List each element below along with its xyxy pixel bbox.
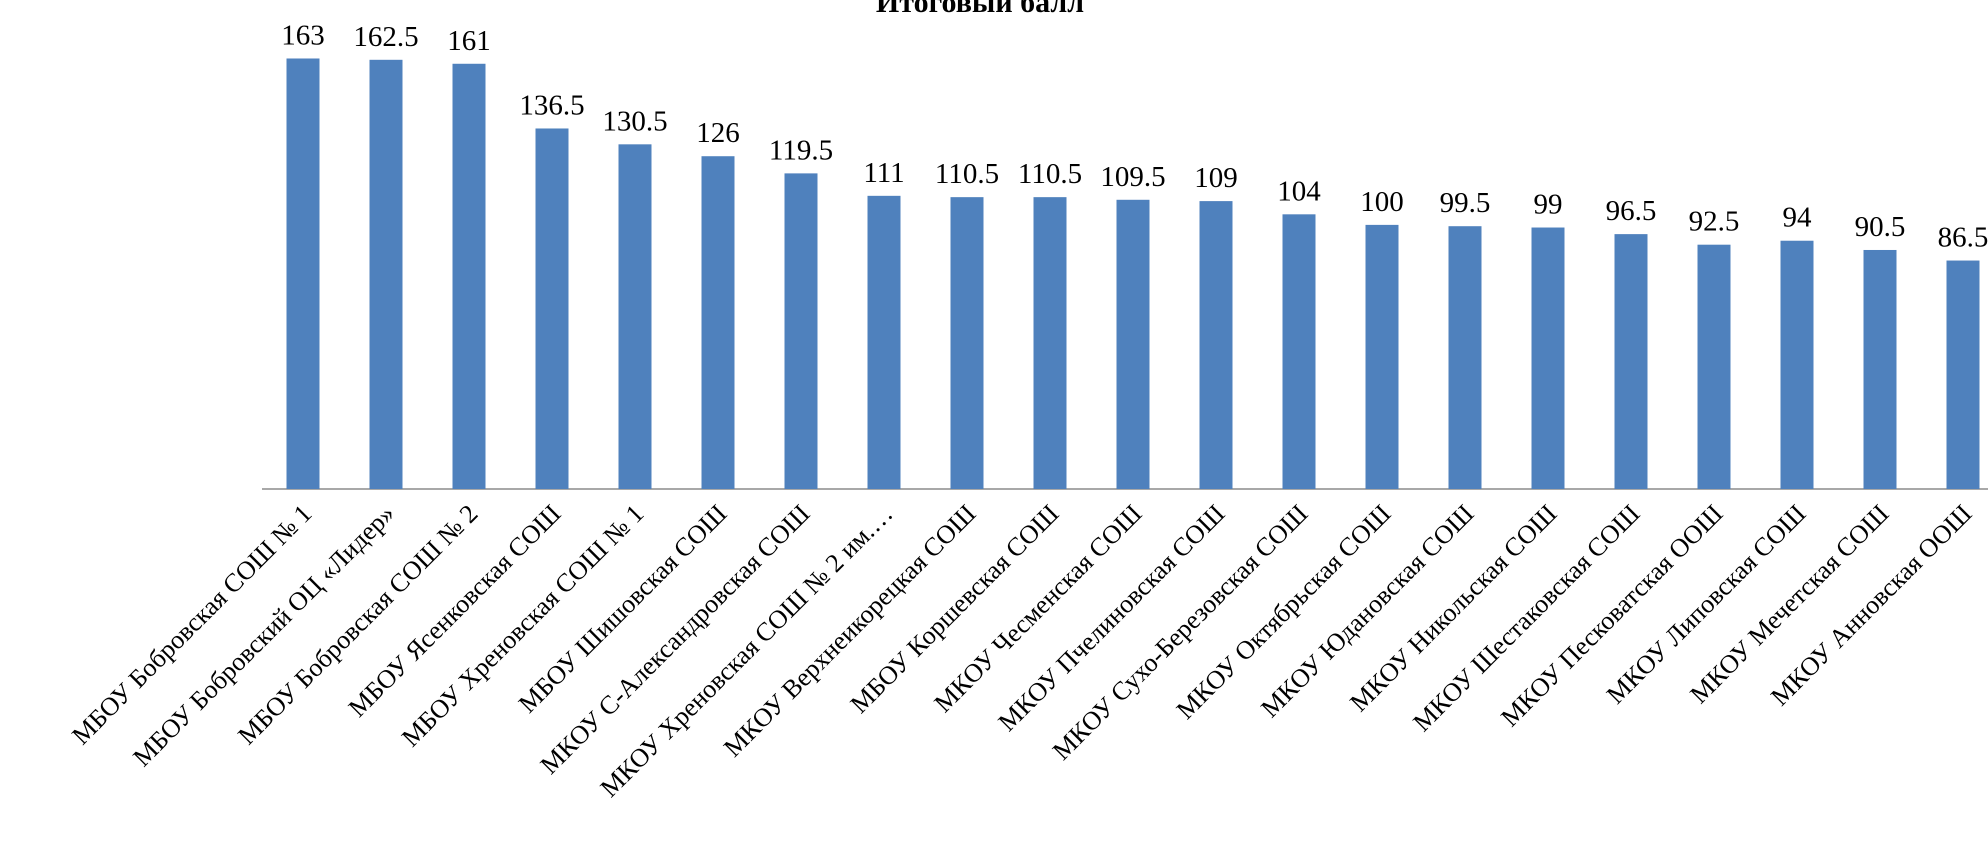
bar-12 [1199, 201, 1233, 490]
bar-5 [618, 144, 652, 489]
data-label-5: 130.5 [602, 105, 667, 137]
data-label-8: 111 [863, 157, 904, 189]
bar-14 [1365, 224, 1399, 489]
bar-19 [1780, 240, 1814, 489]
data-label-3: 161 [447, 25, 491, 57]
data-label-15: 99.5 [1440, 187, 1491, 219]
bar-8 [867, 195, 901, 489]
category-label-8: МКОУ Хреновская СОШ № 2 им.… [595, 499, 899, 803]
data-labels-group: 163 162.5 161 136.5 130.5 126 119.5 111 110.5 110… [281, 19, 1988, 253]
chart-title: Итоговый балл [876, 0, 1084, 19]
data-label-2: 162.5 [353, 21, 418, 53]
bar-3 [452, 63, 486, 489]
data-label-13: 104 [1277, 175, 1321, 207]
bar-7 [784, 173, 818, 490]
data-label-7: 119.5 [769, 134, 833, 166]
bar-16 [1531, 227, 1565, 489]
data-label-20: 90.5 [1855, 211, 1906, 243]
bar-21 [1946, 260, 1980, 489]
bar-10 [1033, 197, 1067, 489]
data-label-12: 109 [1194, 162, 1238, 194]
data-label-4: 136.5 [519, 89, 584, 121]
bar-6 [701, 156, 735, 489]
bar-17 [1614, 234, 1648, 489]
data-label-18: 92.5 [1689, 206, 1740, 238]
bar-9 [950, 197, 984, 489]
bar-11 [1116, 199, 1150, 489]
data-label-1: 163 [281, 19, 325, 51]
data-label-19: 94 [1783, 202, 1813, 234]
bar-13 [1282, 214, 1316, 490]
data-label-6: 126 [696, 117, 740, 149]
bar-20 [1863, 249, 1897, 489]
data-label-14: 100 [1360, 186, 1404, 218]
data-label-11: 109.5 [1100, 161, 1165, 193]
data-label-21: 86.5 [1938, 222, 1988, 254]
bar-18 [1697, 244, 1731, 489]
bars-group [286, 58, 1980, 490]
bar-1 [286, 58, 320, 490]
data-label-10: 110.5 [1018, 158, 1082, 190]
data-label-16: 99 [1534, 189, 1563, 221]
bar-4 [535, 128, 569, 489]
data-label-9: 110.5 [935, 158, 999, 190]
data-label-17: 96.5 [1606, 195, 1657, 227]
bar-2 [369, 59, 403, 489]
bar-15 [1448, 226, 1482, 489]
